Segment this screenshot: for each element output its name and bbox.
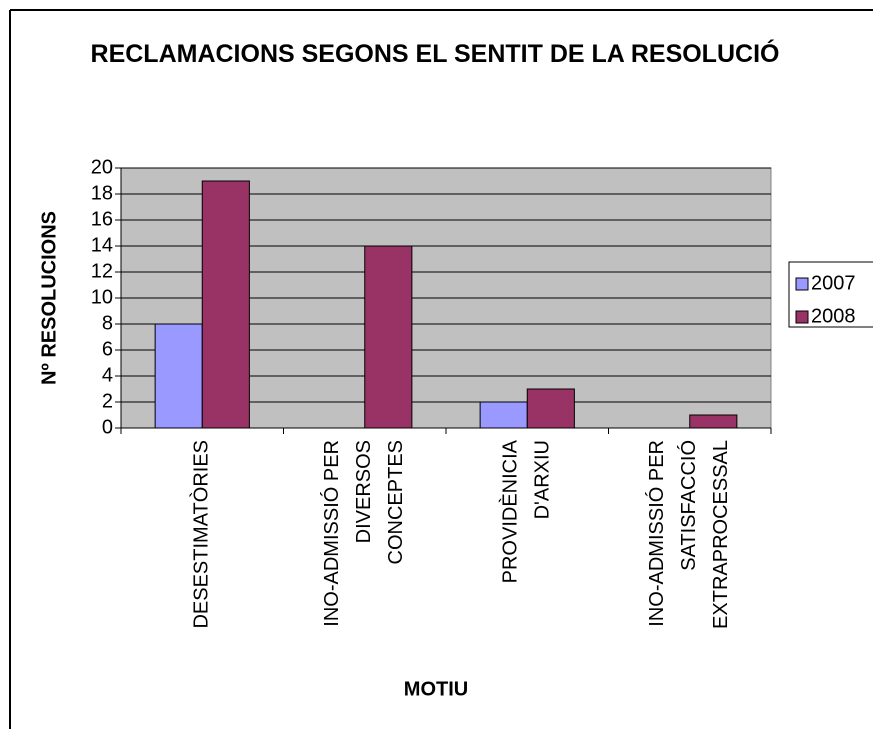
y-tick-label: 2 (102, 390, 113, 412)
x-axis-label: MOTIU (404, 678, 468, 700)
bar (364, 245, 413, 429)
y-tick-label: 0 (102, 416, 113, 438)
x-tick-label: DESESTIMATÒRIES (190, 440, 213, 629)
bar (154, 323, 203, 429)
y-tick-label: 4 (102, 364, 113, 386)
legend-label: 2007 (811, 272, 856, 294)
bar (526, 388, 575, 429)
y-tick-label: 16 (91, 208, 113, 230)
x-tick-label: INO-ADMISSIÓ PER (320, 440, 343, 627)
x-tick-label: INO-ADMISSIÓ PER (645, 440, 668, 627)
legend-label: 2008 (811, 305, 856, 327)
legend-swatch (795, 277, 809, 291)
y-axis-label: Nº RESOLUCIONS (38, 211, 60, 385)
y-tick-label: 6 (102, 338, 113, 360)
y-tick-label: 14 (91, 234, 113, 256)
y-tick-label: 8 (102, 312, 113, 334)
x-tick-label: PROVIDÈNICIA (499, 439, 522, 583)
x-tick-label: SATISFACCIÓ (677, 440, 700, 571)
x-tick-label: EXTRAPROCESSAL (710, 440, 732, 629)
legend-swatch (795, 310, 809, 324)
y-tick-label: 20 (91, 156, 113, 178)
y-tick-label: 18 (91, 182, 113, 204)
y-tick-label: 12 (91, 260, 113, 282)
bar (201, 180, 250, 429)
y-tick-label: 10 (91, 286, 113, 308)
x-tick-label: D'ARXIU (532, 440, 554, 519)
bar (479, 401, 528, 429)
chart-title: RECLAMACIONS SEGONS EL SENTIT DE LA RESO… (90, 40, 780, 68)
x-tick-label: DIVERSOS (353, 440, 375, 543)
bar (689, 414, 738, 429)
x-tick-label: CONCEPTES (385, 440, 407, 564)
